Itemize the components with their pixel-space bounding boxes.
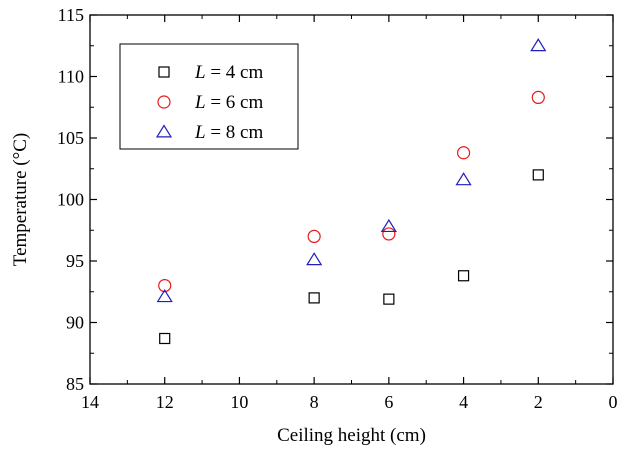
axes: 14 12 10 8 6 4 2 0 85 90 95 100 105 110 115 bbox=[57, 5, 618, 412]
data-point bbox=[380, 218, 397, 233]
data-point bbox=[530, 38, 547, 52]
legend: L = 4 cmL = 6 cmL = 8 cm bbox=[119, 43, 299, 150]
legend-variable: L bbox=[194, 122, 206, 143]
legend-label: L = 6 cm bbox=[194, 92, 263, 113]
x-tick-label: 4 bbox=[459, 392, 468, 412]
x-tick-label: 14 bbox=[81, 392, 99, 412]
legend-variable: L bbox=[194, 62, 206, 83]
x-tick-label: 0 bbox=[609, 392, 618, 412]
y-tick-label: 115 bbox=[58, 5, 84, 25]
legend-label: L = 8 cm bbox=[194, 122, 263, 143]
series-3 bbox=[156, 38, 547, 303]
legend-value: = 6 cm bbox=[206, 92, 264, 113]
x-tick-label: 12 bbox=[156, 392, 174, 412]
legend-value: = 8 cm bbox=[206, 122, 264, 143]
data-point bbox=[455, 172, 472, 186]
data-point bbox=[457, 270, 470, 282]
series-1 bbox=[159, 169, 544, 345]
data-point bbox=[156, 289, 173, 303]
y-tick-label: 110 bbox=[58, 67, 84, 87]
x-tick-label: 2 bbox=[534, 392, 543, 412]
y-tick-label: 85 bbox=[66, 374, 84, 394]
x-axis-label: Ceiling height (cm) bbox=[277, 425, 426, 446]
x-tick-label: 6 bbox=[384, 392, 393, 412]
data-point bbox=[456, 146, 471, 160]
series-2 bbox=[158, 90, 545, 293]
legend-marker bbox=[158, 66, 170, 78]
y-axis-label: Temperature (°C) bbox=[10, 133, 31, 266]
data-point bbox=[532, 169, 544, 181]
legend-box bbox=[119, 43, 299, 150]
data-point bbox=[382, 227, 396, 241]
legend-variable: L bbox=[194, 92, 206, 113]
legend-marker bbox=[155, 124, 173, 138]
y-tick-label: 95 bbox=[66, 251, 84, 271]
data-point bbox=[159, 332, 171, 345]
data-point bbox=[308, 292, 320, 304]
data-point bbox=[158, 279, 172, 293]
legend-value: = 4 cm bbox=[206, 62, 264, 83]
y-tick-label: 100 bbox=[57, 190, 84, 210]
x-tick-label: 10 bbox=[230, 392, 248, 412]
y-tick-label: 105 bbox=[57, 128, 84, 148]
y-tick-label: 90 bbox=[66, 313, 84, 333]
data-points bbox=[156, 38, 547, 345]
legend-label: L = 4 cm bbox=[194, 62, 263, 83]
data-point bbox=[306, 252, 323, 266]
data-point bbox=[307, 229, 321, 243]
x-tick-label: 8 bbox=[310, 392, 319, 412]
legend-marker bbox=[157, 95, 171, 109]
data-point bbox=[383, 293, 395, 305]
data-point bbox=[531, 90, 545, 105]
